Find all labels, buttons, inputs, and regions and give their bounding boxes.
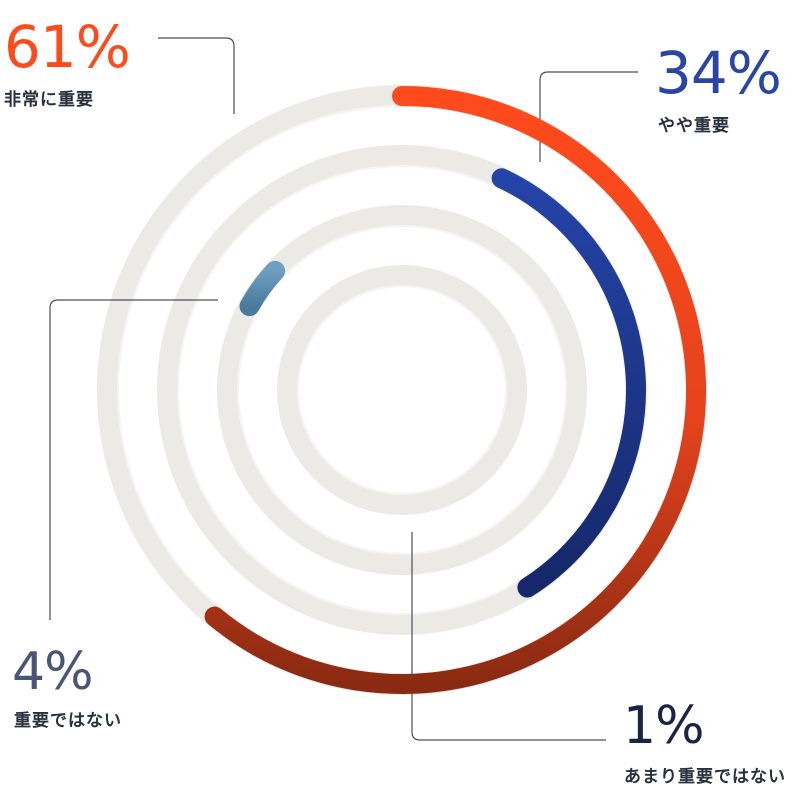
track-ring-edge-not-very-important (297, 285, 507, 495)
track-ring-edge-somewhat-important (177, 165, 627, 615)
leader-line-somewhat-important (539, 71, 638, 162)
leader-line-not-important (49, 299, 218, 620)
value-label-not-very-important: 1% (623, 696, 704, 756)
track-ring-edge-not-important (237, 225, 567, 555)
leader-line-very-important (158, 37, 235, 114)
category-label-not-important: 重要ではない (14, 711, 122, 731)
value-label-not-important: 4% (12, 642, 93, 702)
bar-somewhat-important (491, 168, 646, 598)
leader-line-not-very-important (411, 532, 606, 741)
category-label-not-very-important: あまり重要ではない (624, 767, 786, 787)
track-ring-not-important (217, 205, 587, 575)
track-ring-not-very-important (277, 265, 527, 515)
bar-very-important (204, 86, 706, 694)
value-label-very-important: 61% (4, 13, 131, 81)
category-label-very-important: 非常に重要 (4, 90, 94, 110)
bar-not-important (239, 260, 286, 317)
value-label-somewhat-important: 34% (655, 39, 782, 107)
track-ring-edge-very-important (117, 105, 687, 675)
category-label-somewhat-important: やや重要 (658, 116, 730, 136)
